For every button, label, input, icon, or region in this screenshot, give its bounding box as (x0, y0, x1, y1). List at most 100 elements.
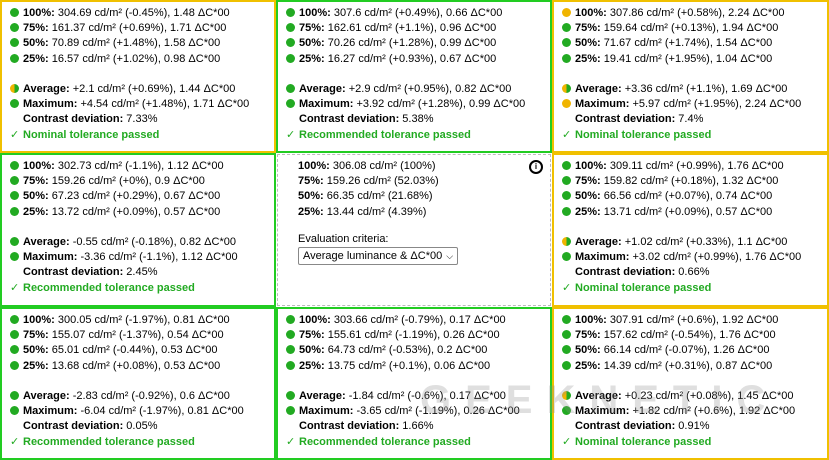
metric-value: 159.64 cd/m² (+0.13%), 1.94 ΔC*00 (600, 22, 779, 35)
metric-label: Contrast deviation: (23, 420, 124, 433)
level-row: 75%: 155.61 cd/m² (-1.19%), 0.26 ΔC*00 (286, 328, 550, 343)
metric-label: 75%: (575, 329, 601, 342)
metric-label: Maximum: (575, 98, 630, 111)
level-row: 100%: 307.91 cd/m² (+0.6%), 1.92 ΔC*00 (562, 313, 827, 328)
uniformity-cell-top-center: 100%: 307.6 cd/m² (+0.49%), 0.66 ΔC*00 75… (276, 0, 552, 153)
metric-value: +3.36 cd/m² (+1.1%), 1.69 ΔC*00 (621, 82, 788, 95)
metric-value: +2.9 cd/m² (+0.95%), 0.82 ΔC*00 (345, 82, 512, 95)
metric-label: 25%: (23, 205, 49, 218)
metric-value: 67.23 cd/m² (+0.29%), 0.67 ΔC*00 (48, 190, 221, 203)
metric-value: 307.6 cd/m² (+0.49%), 0.66 ΔC*00 (330, 7, 503, 19)
level-row: 50%: 70.26 cd/m² (+1.28%), 0.99 ΔC*00 (286, 36, 550, 51)
metric-label: 50%: (23, 344, 49, 357)
metric-label: 75%: (575, 22, 601, 35)
metric-label: 75%: (575, 175, 601, 188)
metric-label: 100%: (23, 7, 55, 19)
metric-label: 100%: (575, 7, 607, 19)
average-row: Average: -1.84 cd/m² (-0.6%), 0.17 ΔC*00 (286, 389, 550, 404)
info-icon[interactable]: i (529, 160, 543, 174)
metric-label: Average: (23, 82, 70, 95)
checkmark-icon: ✓ (286, 435, 296, 448)
metric-label: 50%: (575, 37, 601, 50)
tolerance-status: ✓ Recommended tolerance passed (286, 128, 550, 143)
ok-dot-icon (562, 360, 571, 370)
metric-value: -3.65 cd/m² (-1.19%), 0.26 ΔC*00 (353, 405, 520, 418)
spacer (10, 67, 274, 82)
metric-label: Average: (575, 389, 622, 402)
level-row: 75%: 159.64 cd/m² (+0.13%), 1.94 ΔC*00 (562, 21, 827, 36)
metric-label: Maximum: (575, 405, 630, 418)
metric-label: 25%: (23, 52, 49, 65)
level-row: 25%: 13.71 cd/m² (+0.09%), 0.57 ΔC*00 (562, 205, 827, 220)
metric-label: 100%: (299, 314, 331, 326)
level-row: 50%: 64.73 cd/m² (-0.53%), 0.2 ΔC*00 (286, 343, 550, 358)
metric-value: 16.57 cd/m² (+1.02%), 0.98 ΔC*00 (48, 52, 221, 65)
level-row: 75%: 162.61 cd/m² (+1.1%), 0.96 ΔC*00 (286, 21, 550, 36)
ok-dot-icon (286, 8, 295, 17)
uniformity-cell-middle-right: 100%: 309.11 cd/m² (+0.99%), 1.76 ΔC*00 7… (552, 153, 829, 307)
level-row: 50%: 70.89 cd/m² (+1.48%), 1.58 ΔC*00 (10, 36, 274, 51)
level-row: 75%: 157.62 cd/m² (-0.54%), 1.76 ΔC*00 (562, 328, 827, 343)
contrast-deviation-row: Contrast deviation: 2.45% (10, 265, 274, 280)
ok-dot-icon (10, 38, 19, 48)
metric-label: 75%: (23, 22, 49, 35)
metric-value: 13.72 cd/m² (+0.09%), 0.57 ΔC*00 (48, 205, 221, 218)
metric-value: 303.66 cd/m² (-0.79%), 0.17 ΔC*00 (330, 314, 506, 326)
metric-label: 25%: (299, 52, 325, 65)
metric-value: 159.26 cd/m² (+0%), 0.9 ΔC*00 (48, 175, 205, 188)
maximum-row: Maximum: -3.65 cd/m² (-1.19%), 0.26 ΔC*0… (286, 404, 550, 419)
ok-dot-icon (10, 236, 19, 246)
ok-dot-icon (562, 38, 571, 48)
metric-label: Contrast deviation: (299, 113, 400, 126)
level-row: 100%: 307.86 cd/m² (+0.58%), 2.24 ΔC*00 (562, 6, 827, 21)
contrast-deviation-row: Contrast deviation: 7.33% (10, 112, 274, 127)
contrast-deviation-row: Contrast deviation: 1.66% (286, 419, 550, 434)
level-row: 25%: 19.41 cd/m² (+1.95%), 1.04 ΔC*00 (562, 52, 827, 67)
level-row: 50%: 66.14 cd/m² (-0.07%), 1.26 ΔC*00 (562, 343, 827, 358)
metric-value: 0.05% (123, 420, 158, 433)
level-row: 75%: 161.37 cd/m² (+0.69%), 1.71 ΔC*00 (10, 21, 274, 36)
metric-value: +1.02 cd/m² (+0.33%), 1.1 ΔC*00 (621, 235, 788, 248)
metric-label: 25%: (575, 52, 601, 65)
reference-row-25: 25%: 13.44 cd/m² (4.39%) (298, 205, 427, 218)
tolerance-status-text: Recommended tolerance passed (299, 128, 471, 141)
ok-dot-icon (562, 53, 571, 63)
metric-label: 50%: (23, 190, 49, 203)
chevron-down-icon: ⌵ (446, 250, 454, 261)
metric-label: Maximum: (575, 251, 630, 264)
metric-value: 13.71 cd/m² (+0.09%), 0.57 ΔC*00 (600, 205, 773, 218)
metric-value: +1.82 cd/m² (+0.6%), 1.92 ΔC*00 (629, 405, 796, 418)
evaluation-criteria-select[interactable]: Average luminance & ΔC*00 ⌵ (298, 246, 459, 265)
ok-dot-icon (10, 99, 19, 109)
maximum-row: Maximum: +4.54 cd/m² (+1.48%), 1.71 ΔC*0… (10, 97, 274, 112)
spacer (562, 374, 827, 389)
metric-value: 7.33% (123, 113, 158, 126)
spacer (562, 67, 827, 82)
reference-row-50: 50%: 66.35 cd/m² (21.68%) (298, 190, 433, 203)
metric-value: +5.97 cd/m² (+1.95%), 2.24 ΔC*00 (629, 98, 802, 111)
ok-dot-icon (10, 406, 19, 416)
ok-dot-icon (10, 390, 19, 400)
ok-dot-icon (562, 345, 571, 355)
metric-label: Contrast deviation: (23, 266, 124, 279)
uniformity-cell-middle-left: 100%: 302.73 cd/m² (-1.1%), 1.12 ΔC*00 75… (0, 153, 276, 307)
metric-label: Maximum: (299, 98, 354, 111)
metric-label: Maximum: (299, 405, 354, 418)
metric-value: 70.89 cd/m² (+1.48%), 1.58 ΔC*00 (48, 37, 221, 50)
checkmark-icon: ✓ (286, 128, 296, 141)
metric-value: 157.62 cd/m² (-0.54%), 1.76 ΔC*00 (600, 329, 776, 342)
maximum-row: Maximum: +3.92 cd/m² (+1.28%), 0.99 ΔC*0… (286, 97, 550, 112)
metric-value: 66.56 cd/m² (+0.07%), 0.74 ΔC*00 (600, 190, 773, 203)
ok-dot-icon (286, 23, 295, 33)
ok-dot-icon (562, 23, 571, 33)
level-row: 100%: 302.73 cd/m² (-1.1%), 1.12 ΔC*00 (10, 159, 274, 174)
metric-value: 0.91% (675, 420, 710, 433)
tolerance-status-text: Nominal tolerance passed (575, 435, 712, 448)
metric-value: 66.14 cd/m² (-0.07%), 1.26 ΔC*00 (600, 344, 770, 357)
tolerance-status-text: Recommended tolerance passed (299, 435, 471, 448)
checkmark-icon: ✓ (562, 435, 572, 448)
ok-dot-icon (562, 330, 571, 340)
metric-value: 155.61 cd/m² (-1.19%), 0.26 ΔC*00 (324, 329, 500, 342)
level-row: 25%: 13.75 cd/m² (+0.1%), 0.06 ΔC*00 (286, 359, 550, 374)
mixed-status-dot-icon (562, 236, 571, 246)
